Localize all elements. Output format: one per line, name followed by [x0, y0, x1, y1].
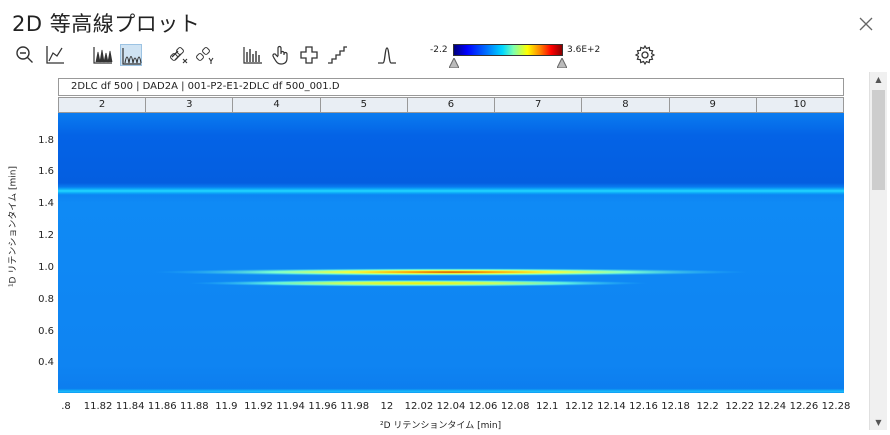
x-tick-label: 12.24	[757, 401, 787, 412]
heatmap-band-3	[58, 388, 844, 393]
crosshair-icon[interactable]	[298, 44, 320, 66]
y-tick-label: 1.8	[38, 134, 54, 146]
y-tick-label: 0.6	[38, 325, 54, 337]
heatmap-background	[58, 113, 844, 393]
pan-hand-icon[interactable]	[270, 44, 292, 66]
link-x-icon[interactable]	[168, 44, 190, 66]
x-tick-label: 11.96	[308, 401, 337, 412]
scroll-up-icon[interactable]: ▲	[875, 75, 882, 84]
heatmap-peak-2	[188, 279, 649, 287]
x-axis-ticks: .8 11.82 11.84 11.86 11.88 11.9 11.92 11.94 11.9…	[58, 401, 850, 413]
column-header-row: 2 3 4 5 6 7 8 9 10	[58, 97, 844, 113]
column-header-7[interactable]: 7	[495, 98, 583, 112]
link-y-icon[interactable]	[194, 44, 216, 66]
color-scale-min-label: -2.2	[430, 45, 448, 55]
heatmap-plot[interactable]	[58, 113, 844, 393]
x-tick-label: 12.12	[565, 401, 594, 412]
x-tick-label: 11.9	[215, 401, 238, 412]
step-icon[interactable]	[326, 44, 348, 66]
column-header-5[interactable]: 5	[321, 98, 408, 112]
color-scale-max-label: 3.6E+2	[567, 45, 601, 55]
histogram-icon[interactable]	[242, 44, 264, 66]
x-tick-label: 11.82	[83, 401, 113, 412]
column-header-6[interactable]: 6	[408, 98, 496, 112]
x-tick-label: 12.26	[789, 401, 819, 412]
x-tick-label: 12.16	[629, 401, 658, 412]
heatmap-peak-1	[151, 268, 751, 277]
color-scale-max-handle[interactable]	[557, 58, 567, 68]
plot-header: 2DLC df 500 | DAD2A | 001-P2-E1-2DLC df …	[58, 78, 844, 96]
scroll-thumb[interactable]	[872, 90, 885, 190]
toolbar	[14, 44, 674, 68]
y-tick-label: 0.4	[38, 357, 54, 369]
color-scale-min-handle[interactable]	[449, 58, 459, 68]
settings-gear-icon[interactable]	[634, 44, 656, 66]
heatmap-band-0	[58, 186, 844, 195]
x-tick-label: .8	[61, 401, 71, 412]
column-header-3[interactable]: 3	[146, 98, 234, 112]
vertical-scrollbar[interactable]: ▲ ▼	[869, 72, 887, 430]
peaks-icon[interactable]	[92, 44, 114, 66]
x-tick-label: 11.86	[147, 401, 177, 412]
column-header-4[interactable]: 4	[233, 98, 321, 112]
x-tick-label: 12.1	[536, 401, 559, 412]
x-tick-label: 12	[380, 401, 394, 412]
x-tick-label: 12.02	[404, 401, 434, 412]
column-header-9[interactable]: 9	[670, 98, 757, 112]
y-axis-title: ¹D リテンションタイム [min]	[2, 140, 19, 300]
contour-peaks-icon[interactable]	[120, 44, 142, 66]
x-tick-label: 12.04	[436, 401, 466, 412]
y-tick-label: 1.2	[38, 230, 54, 242]
x-tick-label: 12.22	[725, 401, 755, 412]
x-tick-label: 12.06	[468, 401, 498, 412]
column-header-2[interactable]: 2	[59, 98, 147, 112]
peak-shape-icon[interactable]	[376, 44, 398, 66]
x-tick-label: 12.18	[661, 401, 690, 412]
x-tick-label: 12.2	[696, 401, 719, 412]
x-tick-label: 11.84	[115, 401, 145, 412]
scroll-down-icon[interactable]: ▼	[875, 418, 882, 427]
x-tick-label: 11.94	[276, 401, 305, 412]
x-tick-label: 11.98	[340, 401, 370, 412]
y-tick-label: 1.0	[38, 261, 54, 273]
close-icon[interactable]	[858, 16, 874, 32]
y-tick-label: 0.8	[38, 293, 54, 305]
x-axis-label: ²D リテンションタイム [min]	[380, 421, 502, 431]
x-tick-label: 11.92	[244, 401, 273, 412]
y-tick-label: 1.4	[38, 198, 54, 210]
axis-scale-icon[interactable]	[44, 44, 66, 66]
color-scale-bar	[453, 44, 563, 56]
x-tick-label: 12.14	[597, 401, 626, 412]
window-title: 2D 等高線プロット	[12, 12, 201, 36]
x-tick-label: 11.88	[180, 401, 209, 412]
y-axis-label: ¹D リテンションタイム [min]	[8, 165, 19, 288]
zoom-out-icon[interactable]	[14, 44, 36, 66]
y-tick-label: 1.6	[38, 166, 54, 178]
x-tick-label: 12.08	[500, 401, 530, 412]
column-header-8[interactable]: 8	[582, 98, 670, 112]
column-header-10[interactable]: 10	[793, 99, 807, 110]
x-tick-label: 12.28	[821, 401, 851, 412]
